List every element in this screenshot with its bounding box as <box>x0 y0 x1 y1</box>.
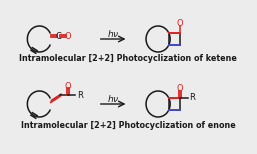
Text: $h\nu$: $h\nu$ <box>107 93 119 103</box>
Text: O: O <box>177 19 183 28</box>
Text: Intramolecular [2+2] Photocyclization of ketene: Intramolecular [2+2] Photocyclization of… <box>20 53 237 63</box>
Text: R: R <box>189 93 195 103</box>
Text: O: O <box>177 84 183 93</box>
Text: R: R <box>77 91 83 100</box>
Text: O: O <box>65 82 71 91</box>
Text: $h\nu$: $h\nu$ <box>107 28 119 38</box>
Text: Intramolecular [2+2] Photocyclization of enone: Intramolecular [2+2] Photocyclization of… <box>21 122 236 130</box>
Text: O: O <box>65 32 71 41</box>
Text: C: C <box>56 32 62 41</box>
